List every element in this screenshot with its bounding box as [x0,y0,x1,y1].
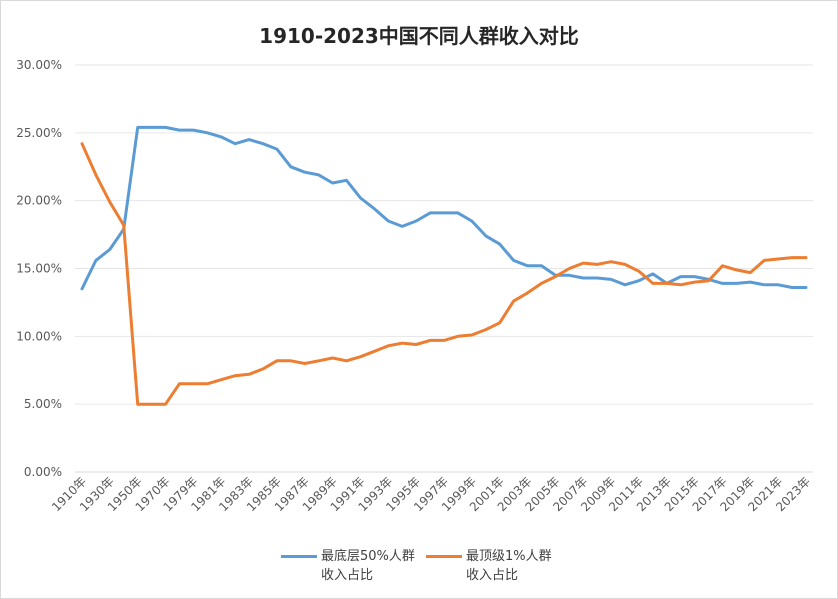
y-tick-label: 30.00% [16,58,62,72]
legend-item-top-1: 最顶级1%人群 收入占比 [426,547,576,585]
legend-label-line-2: 收入占比 [321,568,374,583]
legend-label-line-2: 收入占比 [466,568,519,583]
y-tick-label: 0.00% [24,465,62,479]
series-lines [80,125,808,406]
legend-swatch-top-1 [426,555,462,558]
y-tick-label: 15.00% [16,262,62,276]
legend-label-line-1: 最顶级1%人群 [466,549,552,564]
y-axis-tick-labels: 0.00% 5.00% 10.00% 15.00% 20.00% 25.00% 30.00% [16,58,62,479]
legend-label-bottom-50: 最底层50%人群 收入占比 [321,547,431,585]
legend-label-top-1: 最顶级1%人群 收入占比 [466,547,576,585]
legend-item-bottom-50: 最底层50%人群 收入占比 [281,547,431,585]
y-tick-label: 20.00% [16,194,62,208]
x-axis-tick-labels: 1910年1930年1950年1970年1979年1981年1983年1985年… [49,474,813,514]
y-tick-label: 10.00% [16,329,62,343]
chart-title: 1910-2023中国不同人群收入对比 [259,24,579,48]
y-tick-label: 5.00% [24,397,62,411]
series-line-bottom-50 [80,125,808,291]
series-line-top-1 [80,142,808,406]
legend-swatch-bottom-50 [281,555,317,558]
legend-label-line-1: 最底层50%人群 [321,549,415,564]
y-tick-label: 25.00% [16,126,62,140]
gridlines [75,64,813,473]
